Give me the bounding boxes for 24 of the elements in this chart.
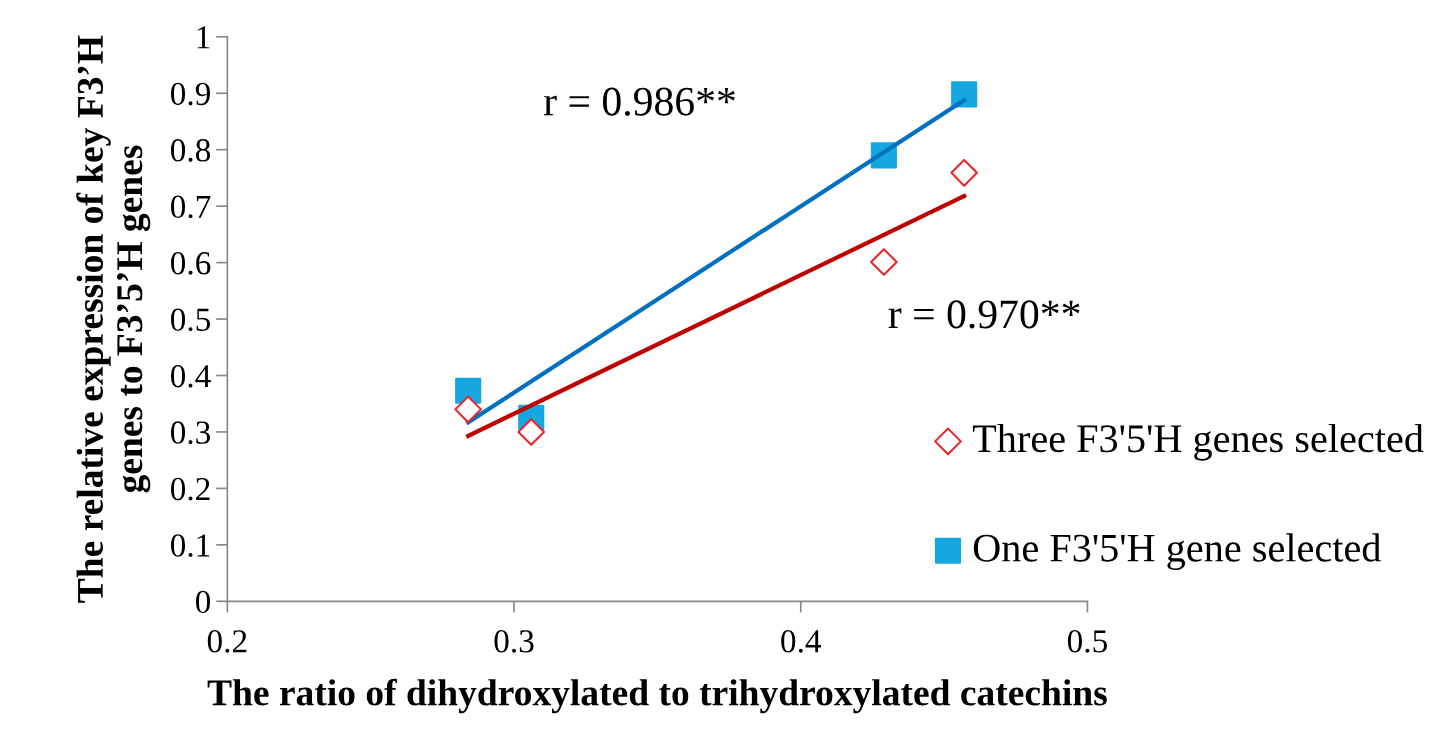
y-tick-label: 0.8: [170, 139, 211, 162]
y-tick-label: 0.6: [170, 252, 211, 275]
y-tick-label: 1: [197, 26, 210, 49]
point: [454, 395, 483, 424]
annotation: r = 0.986**: [544, 87, 735, 116]
x-axis-title: The ratio of dihydroxylated to trihydroxylated catechins: [207, 678, 1107, 714]
x-tick-label: 0.4: [781, 630, 822, 653]
legend-label: One F3'5'H gene selected: [973, 533, 1381, 571]
y-tick-label: 0.3: [170, 421, 211, 444]
y-tick-label: 0.4: [170, 364, 211, 388]
y-tick-label: 0.5: [170, 308, 211, 332]
y-tick-label: 0: [195, 590, 211, 614]
point: [870, 248, 898, 276]
x-tick-label: 0.5: [1067, 630, 1107, 653]
x-tick-label: 0.3: [494, 630, 534, 653]
point: [950, 159, 979, 187]
y-tick-label: 0.9: [170, 82, 210, 106]
y-tick-label: 0.2: [170, 477, 210, 501]
y-tick-label: 0.7: [170, 195, 211, 219]
legend-label: Three F3'5'H genes selected: [972, 423, 1424, 461]
y-axis-title: The relative expression of key F3’H genes to F3’5’H genes: [76, 35, 151, 603]
y-tick-label: 0.1: [170, 534, 210, 557]
point: [517, 418, 546, 446]
annotation: r = 0.970**: [888, 300, 1080, 329]
